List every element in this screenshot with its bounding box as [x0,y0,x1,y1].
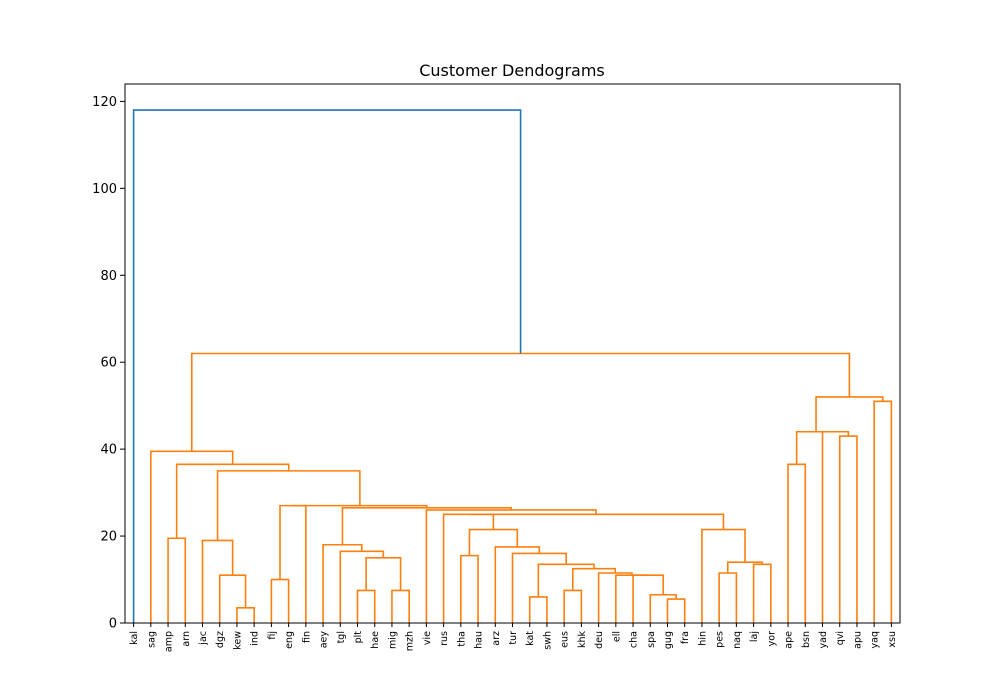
leaf-label-dgz: dgz [215,631,226,648]
link-c31 [425,509,597,623]
y-tick-label: 20 [100,530,117,545]
y-tick-label: 80 [100,269,117,284]
y-axis: 0 20 40 60 80 100 120 [92,95,125,632]
link-c11 [322,543,363,623]
leaf-label-qvi: qvi [835,631,846,645]
link-c17 [615,574,649,623]
link-c23 [460,554,479,623]
leaf-label-yad: yad [818,631,829,648]
link-c19 [571,567,617,591]
leaf-label-fra: fra [680,631,691,644]
leaf-label-yaq: yaq [870,631,881,648]
leaf-label-kal: kal [129,631,140,645]
link-c30 [468,513,725,530]
leaf-label-khk: khk [577,631,588,649]
leaf-label-hin: hin [697,631,708,646]
leaf-label-fij: fij [267,631,278,640]
leaf-label-eus: eus [560,631,571,648]
link-c20 [537,563,595,597]
leaf-label-amp: amp [164,631,175,652]
leaf-label-hau: hau [474,631,485,649]
leaf-label-swh: swh [542,631,553,650]
link-c28 [701,528,746,623]
link-c44 [132,109,522,623]
leaf-label-ape: ape [784,631,795,649]
link-c41 [873,400,893,623]
link-c35 [175,463,290,539]
link-c2 [218,574,247,623]
leaf-label-mzh: mzh [405,631,416,651]
link-c7 [356,589,376,623]
y-tick-label: 60 [100,356,117,371]
leaf-label-laj: laj [749,631,760,642]
link-c1 [236,606,255,623]
link-c42 [815,396,884,432]
leaf-label-rus: rus [439,631,450,646]
leaf-label-jac: jac [198,631,209,646]
leaf-label-eng: eng [284,631,295,649]
y-tick-label: 100 [92,182,117,197]
leaf-label-kat: kat [525,631,536,646]
link-c4 [167,537,187,623]
link-c26 [752,563,772,623]
link-c8 [391,589,410,623]
leaf-label-sag: sag [146,631,157,648]
leaf-label-cha: cha [629,631,640,648]
link-c39 [821,430,850,623]
leaf-label-ell: ell [611,631,622,642]
leaf-label-aey: aey [319,631,330,649]
leaf-label-deu: deu [594,631,605,649]
link-c13 [563,589,583,623]
leaf-label-fin: fin [301,631,312,643]
leaf-label-spa: spa [646,631,657,648]
link-c24 [468,528,519,556]
leaf-label-yor: yor [766,631,777,646]
link-c9 [365,556,402,591]
leaf-label-tha: tha [456,631,467,647]
link-c37 [787,463,807,623]
leaf-label-pes: pes [715,631,726,648]
leaf-label-naq: naq [732,631,743,649]
leaf-label-plt: plt [353,631,364,644]
link-c12 [528,596,548,623]
link-c5 [270,578,290,623]
link-c33 [292,504,428,508]
y-tick-label: 120 [92,95,117,110]
y-tick-label: 40 [100,443,117,458]
leaf-label-vie: vie [422,631,433,645]
link-c14 [666,598,686,623]
x-axis: kal sag amp arn jac dgz kew ind fij eng fin aey tgl p… [129,623,898,652]
leaf-label-gug: gug [663,631,674,649]
link-c22 [494,546,541,623]
link-c25 [718,572,738,623]
leaf-label-mig: mig [387,631,398,649]
leaf-label-arz: arz [491,631,502,646]
leaf-label-apu: apu [852,631,863,649]
leaf-label-ind: ind [250,631,261,646]
dendrogram-links [132,109,893,623]
leaf-label-bsn: bsn [801,631,812,648]
link-c16 [632,574,664,623]
leaf-label-tur: tur [508,631,519,645]
leaf-label-kew: kew [232,631,243,650]
y-tick-label: 0 [109,617,117,632]
link-c21 [511,552,567,623]
link-c6 [279,504,307,623]
link-c10 [339,550,385,623]
link-c29 [442,513,495,623]
link-c38 [838,435,858,623]
link-c34 [216,470,361,541]
chart-title: Customer Dendograms [419,61,605,80]
leaf-label-hae: hae [370,631,381,649]
leaf-label-xsu: xsu [887,631,898,648]
link-c40 [795,430,836,465]
link-c3 [201,539,234,623]
link-c43 [190,352,851,452]
leaf-label-arn: arn [181,631,192,647]
leaf-label-tgl: tgl [336,631,347,643]
